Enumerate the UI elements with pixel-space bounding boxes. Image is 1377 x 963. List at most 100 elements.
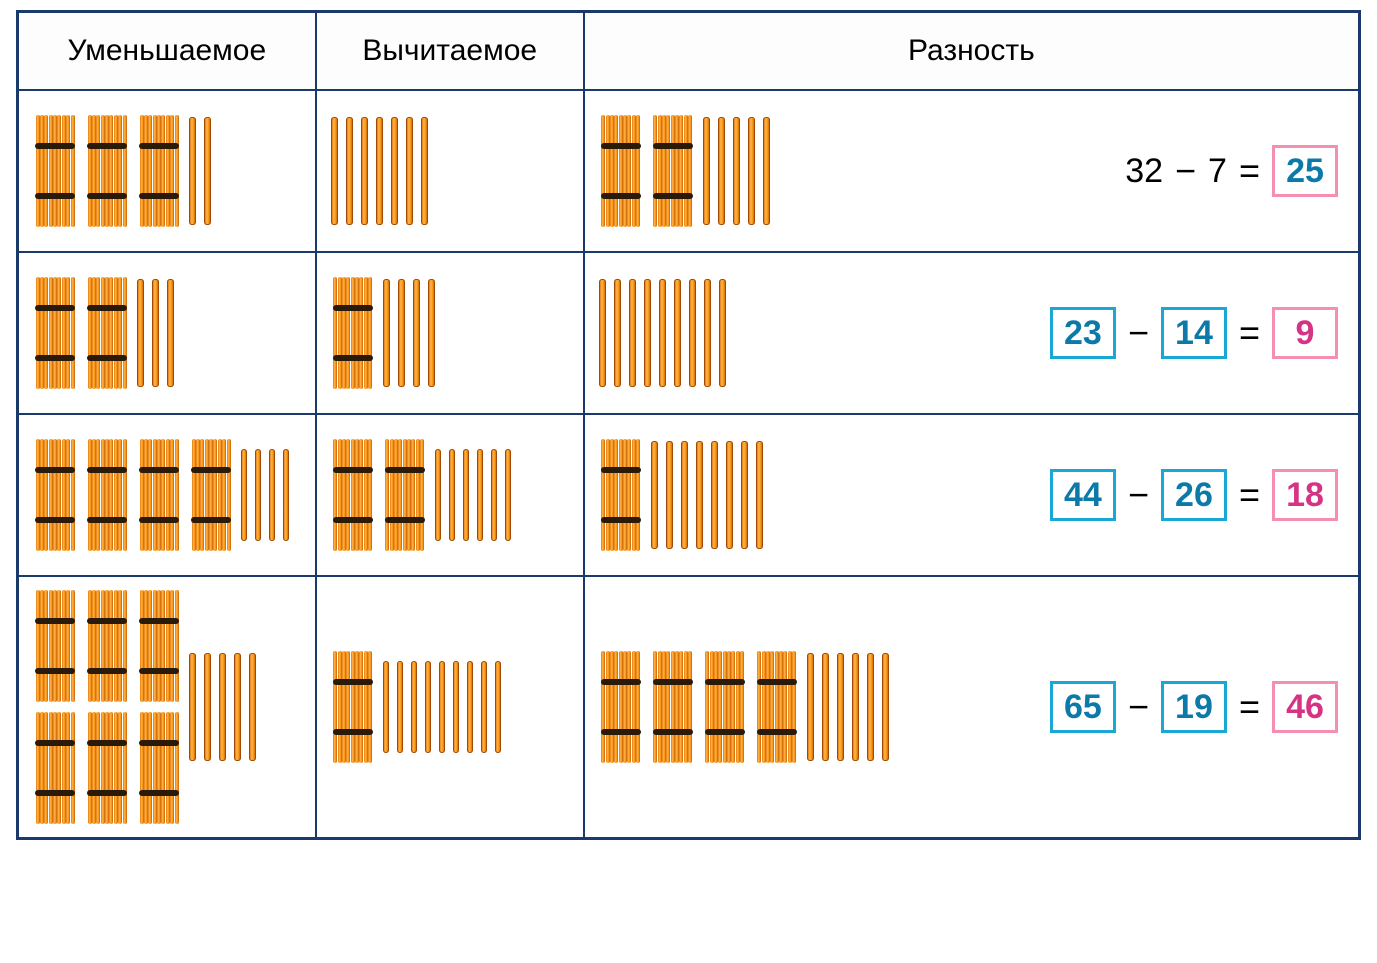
equation-result-box: 46 xyxy=(1272,681,1338,733)
sticks-group xyxy=(331,117,428,225)
sticks-group xyxy=(599,115,770,227)
stick-icon xyxy=(439,661,445,753)
stick-icon xyxy=(477,449,483,541)
stick-icon xyxy=(651,441,658,549)
stick-icon xyxy=(449,449,455,541)
stick-bundle-icon xyxy=(383,439,427,551)
stick-icon xyxy=(629,279,636,387)
subtraction-table: Уменьшаемое Вычитаемое Разность 32−7=252… xyxy=(16,10,1361,840)
stick-bundle-icon xyxy=(331,277,375,389)
stick-bundle-icon xyxy=(651,115,695,227)
stick-icon xyxy=(269,449,275,541)
stick-icon xyxy=(152,279,159,387)
equation: 44−26=18 xyxy=(1050,469,1344,521)
stick-bundle-icon xyxy=(137,590,181,702)
stick-icon xyxy=(204,117,211,225)
difference-cell: 23−14=9 xyxy=(584,252,1360,414)
equation: 32−7 = 25 xyxy=(1125,145,1344,197)
equation-minuend-box: 65 xyxy=(1050,681,1116,733)
equation-minuend: 32 xyxy=(1125,152,1163,191)
stick-icon xyxy=(491,449,497,541)
equation-result-box: 18 xyxy=(1272,469,1338,521)
stick-icon xyxy=(435,449,441,541)
minus-operator: − xyxy=(1128,312,1149,354)
sticks-group xyxy=(599,651,889,763)
stick-bundle-icon xyxy=(33,590,77,702)
stick-bundle-icon xyxy=(137,439,181,551)
stick-bundle-icon xyxy=(599,651,643,763)
stick-icon xyxy=(763,117,770,225)
stick-bundle-icon xyxy=(85,115,129,227)
stick-icon xyxy=(696,441,703,549)
stick-icon xyxy=(397,661,403,753)
stick-icon xyxy=(703,117,710,225)
table-row: 23−14=9 xyxy=(18,252,1360,414)
table-row: 65−19=46 xyxy=(18,576,1360,839)
stick-bundle-icon xyxy=(331,651,375,763)
stick-bundle-icon xyxy=(599,115,643,227)
stick-bundle-icon xyxy=(33,277,77,389)
header-difference: Разность xyxy=(584,12,1360,91)
stick-icon xyxy=(467,661,473,753)
sticks-group xyxy=(599,439,763,551)
stick-bundle-icon xyxy=(599,439,643,551)
equals-operator: = xyxy=(1239,474,1260,516)
stick-bundle-icon xyxy=(189,439,233,551)
sticks-group xyxy=(33,439,289,551)
stick-bundle-icon xyxy=(33,115,77,227)
stick-icon xyxy=(453,661,459,753)
stick-bundle-icon xyxy=(85,712,129,824)
stick-bundle-icon xyxy=(33,439,77,551)
equation: 65−19=46 xyxy=(1050,681,1344,733)
minus-operator: − xyxy=(1128,686,1149,728)
stick-icon xyxy=(674,279,681,387)
stick-icon xyxy=(398,279,405,387)
equation-minuend-box: 23 xyxy=(1050,307,1116,359)
equation-subtrahend: 7 xyxy=(1208,152,1227,191)
sticks-group xyxy=(33,115,211,227)
stick-icon xyxy=(733,117,740,225)
minuend-cell xyxy=(18,576,316,839)
equals-operator: = xyxy=(1239,312,1260,354)
stick-icon xyxy=(346,117,353,225)
equation-minuend-box: 44 xyxy=(1050,469,1116,521)
difference-cell: 44−26=18 xyxy=(584,414,1360,576)
stick-icon xyxy=(689,279,696,387)
stick-bundle-icon xyxy=(651,651,695,763)
stick-icon xyxy=(681,441,688,549)
stick-icon xyxy=(741,441,748,549)
stick-bundle-icon xyxy=(85,439,129,551)
equation: 23−14=9 xyxy=(1050,307,1344,359)
stick-icon xyxy=(167,279,174,387)
equation-result-box: 9 xyxy=(1272,307,1338,359)
stick-icon xyxy=(189,653,196,761)
sticks-group xyxy=(599,279,726,387)
stick-icon xyxy=(659,279,666,387)
minuend-cell xyxy=(18,252,316,414)
stick-icon xyxy=(406,117,413,225)
stick-icon xyxy=(383,279,390,387)
stick-bundle-icon xyxy=(137,115,181,227)
subtrahend-cell xyxy=(316,90,584,252)
stick-icon xyxy=(748,117,755,225)
difference-cell: 32−7 = 25 xyxy=(584,90,1360,252)
sticks-group xyxy=(33,590,256,824)
stick-icon xyxy=(421,117,428,225)
subtrahend-cell xyxy=(316,252,584,414)
stick-icon xyxy=(614,279,621,387)
stick-icon xyxy=(718,117,725,225)
stick-bundle-icon xyxy=(137,712,181,824)
stick-icon xyxy=(822,653,829,761)
stick-icon xyxy=(644,279,651,387)
minus-operator: − xyxy=(1128,474,1149,516)
minus-operator: − xyxy=(1175,150,1196,192)
equation-subtrahend-box: 19 xyxy=(1161,681,1227,733)
stick-icon xyxy=(666,441,673,549)
equation-result-box: 25 xyxy=(1272,145,1338,197)
stick-icon xyxy=(711,441,718,549)
subtrahend-cell xyxy=(316,576,584,839)
stick-icon xyxy=(219,653,226,761)
equals-operator: = xyxy=(1239,150,1260,192)
subtrahend-cell xyxy=(316,414,584,576)
stick-icon xyxy=(882,653,889,761)
